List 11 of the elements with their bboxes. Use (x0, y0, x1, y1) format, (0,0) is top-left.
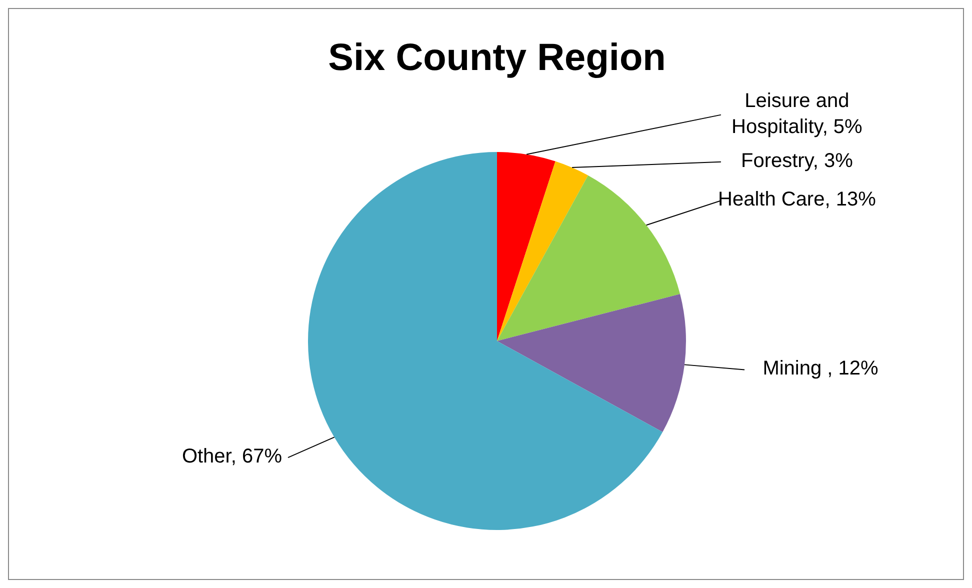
pie-slice (308, 152, 663, 530)
slice-label: Mining , 12% (762, 358, 879, 380)
chart-title: Six County Region (328, 37, 666, 79)
slice-label: Other, 67% (182, 446, 282, 468)
slice-label: Leisure and Hospitality, 5% (732, 90, 863, 138)
pie-slice (497, 152, 556, 341)
pie-slice (497, 161, 588, 341)
slice-label: Forestry, 3% (741, 150, 854, 172)
pie-slice (497, 175, 680, 341)
pie-slice (497, 294, 686, 432)
slice-label: Health Care, 13% (718, 188, 876, 211)
